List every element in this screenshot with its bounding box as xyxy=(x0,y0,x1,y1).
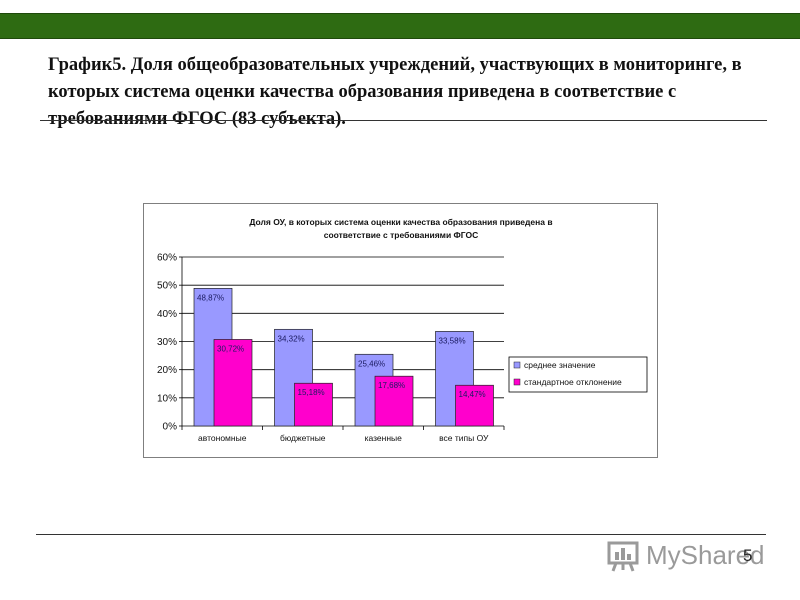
x-tick-label: казенные xyxy=(365,433,403,443)
y-tick-label: 50% xyxy=(157,281,177,292)
chart-container: Доля ОУ, в которых система оценки качест… xyxy=(143,203,658,458)
watermark: MyShared xyxy=(606,538,765,572)
x-tick-label: автономные xyxy=(198,433,247,443)
legend-box xyxy=(508,356,648,393)
x-tick-label: все типы ОУ xyxy=(439,433,489,443)
bar-stddev xyxy=(374,375,414,427)
y-tick-label: 40% xyxy=(157,309,177,320)
page-number: 5 xyxy=(743,546,753,565)
chart-legend: среднее значение стандартное отклонение xyxy=(508,356,648,393)
bar-data-label: 15,18% xyxy=(298,388,325,397)
y-tick-label: 30% xyxy=(157,337,177,348)
plot-area: 0% 10% 20% 30% 40% 50% 60% 48,87% 30,72% автономн… xyxy=(157,253,505,443)
bar-stddev xyxy=(455,384,494,427)
bar-stddev xyxy=(294,382,333,427)
chart-title: Доля ОУ, в которых система оценки качест… xyxy=(249,217,552,240)
y-tick-label: 60% xyxy=(157,253,177,264)
y-tick-label: 10% xyxy=(157,393,177,404)
bar-data-label: 17,68% xyxy=(378,381,405,390)
presentation-board-icon xyxy=(607,541,639,572)
bar-data-label: 33,58% xyxy=(439,336,466,345)
bar-stddev xyxy=(213,339,253,427)
legend-label: среднее значение xyxy=(524,360,596,370)
watermark-text: MyShared xyxy=(646,539,765,570)
slide-title: График5. Доля общеобразовательных учрежд… xyxy=(48,55,742,129)
bar-data-label: 14,47% xyxy=(459,390,486,399)
x-tick-label: бюджетные xyxy=(280,433,326,443)
legend-swatch xyxy=(513,378,521,386)
title-divider xyxy=(40,120,767,121)
top-accent-bar xyxy=(0,13,800,39)
y-tick-label: 20% xyxy=(157,365,177,376)
bar-chart: Доля ОУ, в которых система оценки качест… xyxy=(157,217,648,443)
y-tick-label: 0% xyxy=(163,422,178,433)
footer-divider xyxy=(36,534,766,535)
chart-title-line-1: Доля ОУ, в которых система оценки качест… xyxy=(249,217,552,227)
chart-title-line-2: соответствие с требованиями ФГОС xyxy=(324,230,479,240)
legend-swatch xyxy=(513,361,521,369)
bar-data-label: 25,46% xyxy=(358,359,385,368)
bar-data-label: 34,32% xyxy=(278,334,305,343)
bar-data-label: 30,72% xyxy=(217,344,244,353)
bar-data-label: 48,87% xyxy=(197,293,224,302)
legend-label: стандартное отклонение xyxy=(524,377,622,387)
